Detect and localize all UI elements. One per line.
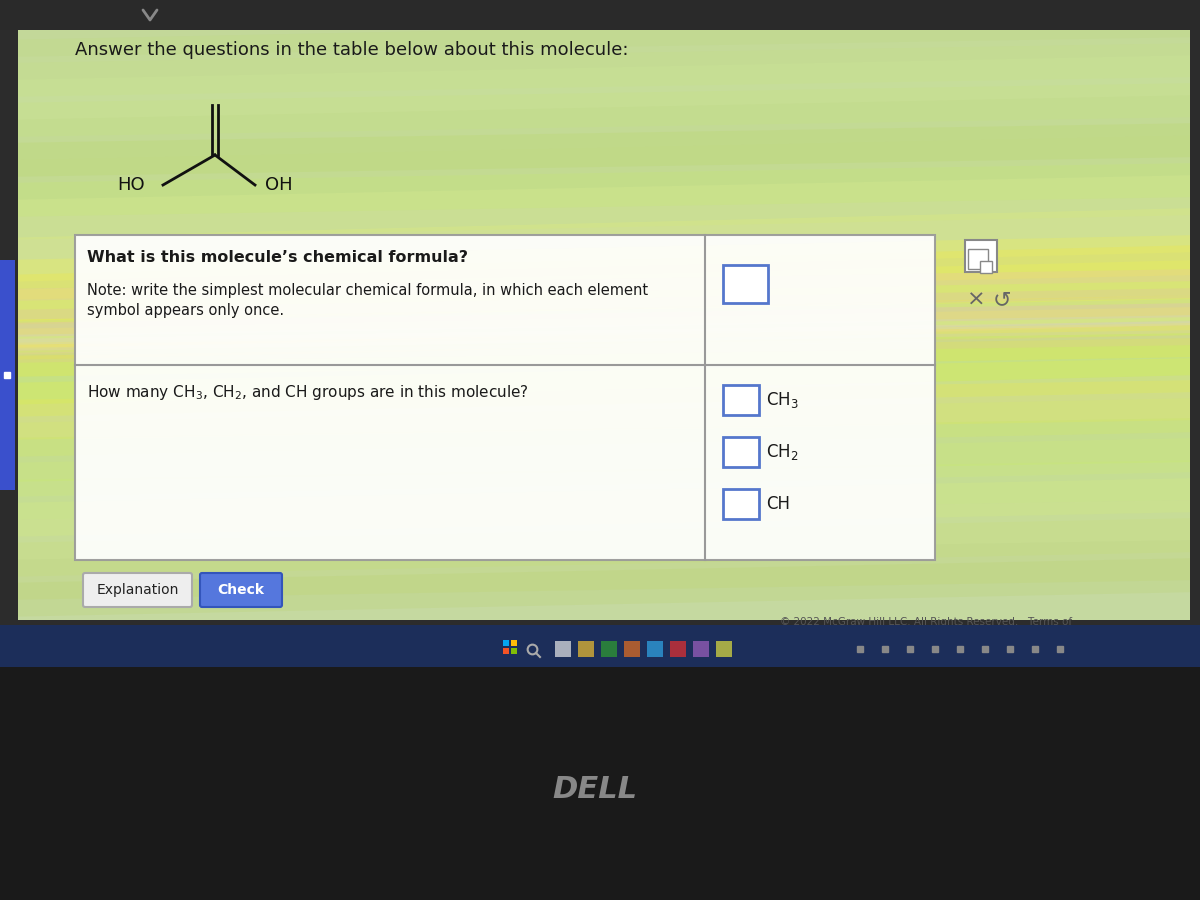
Polygon shape (18, 558, 1190, 616)
Polygon shape (18, 95, 1190, 159)
Polygon shape (18, 260, 1190, 349)
Text: $\mathdefault{CH_3}$: $\mathdefault{CH_3}$ (766, 390, 799, 410)
Polygon shape (18, 325, 1190, 405)
Polygon shape (18, 208, 1190, 282)
Polygon shape (18, 235, 1190, 300)
FancyBboxPatch shape (200, 573, 282, 607)
Bar (554, 641, 571, 657)
Bar (503, 640, 509, 646)
Bar (624, 641, 640, 657)
Text: HO: HO (118, 176, 145, 194)
Bar (694, 641, 709, 657)
Bar (0, 625, 1200, 667)
Polygon shape (18, 295, 1190, 360)
Bar (0, 668, 1200, 900)
Bar (0, 0, 1200, 30)
Polygon shape (18, 288, 1190, 320)
Polygon shape (18, 438, 1190, 497)
Text: $\mathdefault{CH_2}$: $\mathdefault{CH_2}$ (766, 442, 798, 462)
Bar (647, 641, 662, 657)
Bar (0, 18, 1200, 630)
Bar (670, 641, 686, 657)
Polygon shape (18, 135, 1190, 200)
Polygon shape (18, 500, 1190, 560)
Text: CH: CH (766, 495, 790, 513)
Polygon shape (18, 43, 1190, 96)
Polygon shape (18, 303, 1190, 337)
Bar (18, 18, 1190, 620)
Bar (0, 260, 14, 490)
Polygon shape (18, 176, 1190, 239)
Bar (74, 235, 935, 560)
Polygon shape (18, 460, 1190, 519)
Bar (503, 648, 509, 654)
Polygon shape (18, 299, 1190, 328)
Polygon shape (18, 4, 1190, 57)
Polygon shape (18, 323, 1190, 377)
Text: © 2022 McGraw Hill LLC. All Rights Reserved.   Terms of: © 2022 McGraw Hill LLC. All Rights Reser… (780, 617, 1072, 627)
Bar (722, 489, 760, 519)
Polygon shape (18, 123, 1190, 176)
Text: ↺: ↺ (994, 290, 1012, 310)
Text: symbol appears only once.: symbol appears only once. (88, 303, 284, 318)
FancyBboxPatch shape (83, 573, 192, 607)
Bar (968, 249, 988, 269)
Polygon shape (18, 15, 1190, 79)
Bar (601, 641, 617, 657)
Polygon shape (18, 330, 1190, 356)
Polygon shape (18, 55, 1190, 120)
Text: Check: Check (217, 583, 264, 597)
Polygon shape (18, 478, 1190, 536)
Bar (722, 437, 760, 467)
Polygon shape (18, 518, 1190, 577)
Text: Note: write the simplest molecular chemical formula, in which each element: Note: write the simplest molecular chemi… (88, 283, 648, 298)
Polygon shape (18, 83, 1190, 137)
Polygon shape (18, 358, 1190, 417)
Bar (511, 648, 517, 654)
Bar (578, 641, 594, 657)
Polygon shape (18, 321, 1190, 351)
Bar (722, 385, 760, 415)
Polygon shape (18, 380, 1190, 440)
Polygon shape (18, 245, 1190, 325)
Text: ×: × (967, 290, 985, 310)
Text: Explanation: Explanation (96, 583, 179, 597)
Text: DELL: DELL (552, 776, 637, 805)
Polygon shape (18, 315, 1190, 345)
Text: How many $\mathdefault{CH_3}$, $\mathdefault{CH_2}$, and CH groups are in this m: How many $\mathdefault{CH_3}$, $\mathdef… (88, 383, 529, 402)
Text: Answer the questions in the table below about this molecule:: Answer the questions in the table below … (74, 41, 629, 59)
Polygon shape (18, 398, 1190, 456)
Polygon shape (18, 163, 1190, 217)
Bar (980, 261, 992, 273)
Bar (511, 640, 517, 646)
Bar (0, 870, 1200, 900)
Polygon shape (18, 335, 1190, 363)
Bar (965, 240, 997, 272)
Polygon shape (18, 269, 1190, 301)
Polygon shape (18, 540, 1190, 599)
Bar (716, 641, 732, 657)
Text: OH: OH (265, 176, 293, 194)
Bar (722, 265, 768, 303)
Text: What is this molecule’s chemical formula?: What is this molecule’s chemical formula… (88, 250, 468, 265)
Polygon shape (18, 418, 1190, 482)
